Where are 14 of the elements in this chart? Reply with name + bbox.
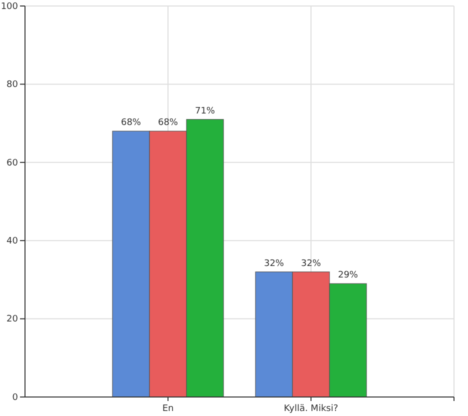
y-tick-label: 80: [6, 80, 18, 90]
data-label: 29%: [338, 270, 358, 281]
x-tick-label: En: [162, 404, 174, 414]
y-tick-label: 100: [0, 2, 18, 12]
data-label: 68%: [120, 118, 142, 128]
y-tick-label: 60: [6, 158, 18, 168]
data-label: 32%: [300, 258, 322, 269]
y-tick-label: 0: [12, 392, 18, 403]
data-label: 71%: [194, 106, 216, 116]
y-tick-label: 20: [6, 314, 18, 325]
data-label: 68%: [158, 118, 178, 128]
x-tick-label: Kyllä. Miksi?: [284, 404, 338, 414]
data-label: 32%: [264, 258, 284, 269]
y-tick-label: 40: [6, 236, 18, 246]
